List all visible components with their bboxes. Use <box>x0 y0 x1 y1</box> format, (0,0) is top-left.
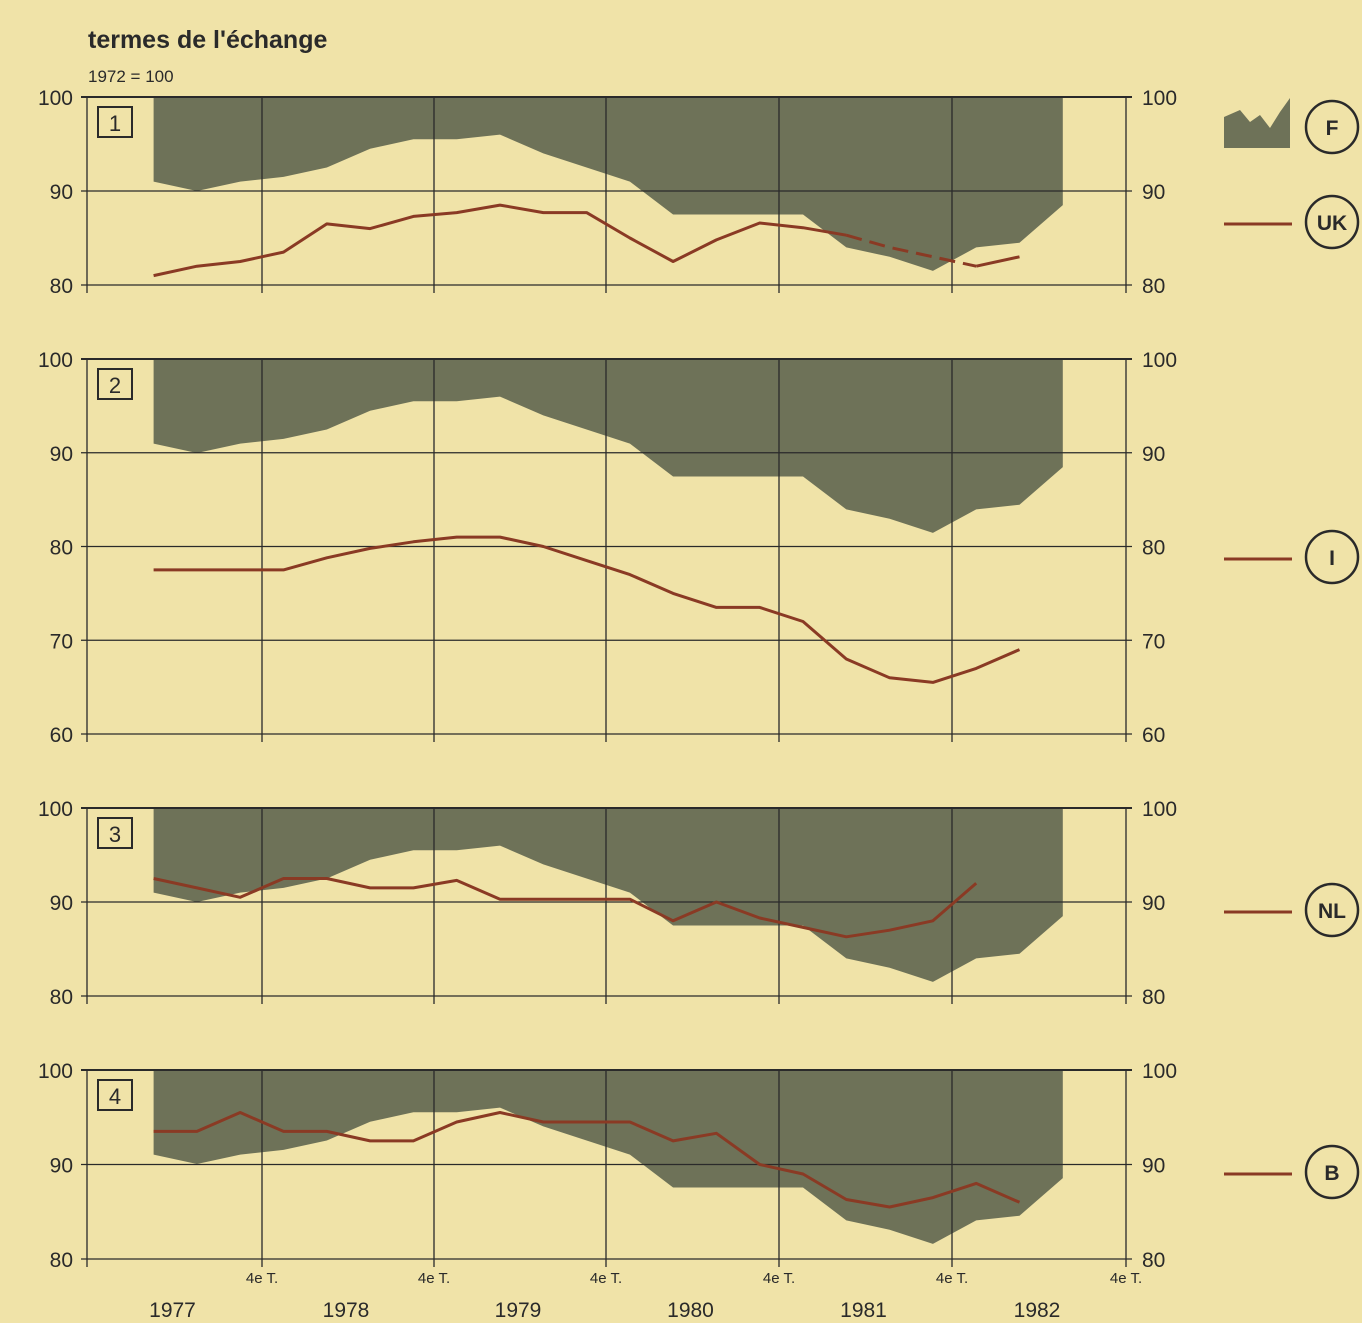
panel-number-box <box>97 106 133 138</box>
y-tick-left: 90 <box>50 892 73 915</box>
series-line-UK <box>975 255 1020 268</box>
y-tick-right: 100 <box>1142 87 1177 110</box>
legend-circle <box>1304 99 1360 155</box>
reference-area-F <box>153 97 1063 271</box>
chart-subtitle: 1972 = 100 <box>88 67 174 86</box>
y-tick-left: 70 <box>50 630 73 653</box>
panel-number: 1 <box>109 111 121 136</box>
y-tick-left: 80 <box>50 537 73 560</box>
panel-1: 100 100 90 90 80 80 1 <box>38 87 1177 298</box>
legend: F UK I NL B <box>1224 98 1360 1200</box>
legend-area-swatch <box>1224 98 1290 148</box>
x-axis: 4e T. 4e T. 4e T. 4e T. 4e T. 4e T. 1977 1978 19… <box>149 1270 1142 1322</box>
x-tick-label: 4e T. <box>418 1270 450 1287</box>
panel-2: 100 100 90 90 80 80 70 70 60 60 2 <box>38 349 1177 747</box>
series-line-NL <box>153 877 978 939</box>
y-tick-right: 60 <box>1142 724 1165 747</box>
legend-label: B <box>1324 1162 1339 1185</box>
y-tick-right: 100 <box>1142 1060 1177 1083</box>
series-line-UK <box>153 203 847 278</box>
legend-item-I: I <box>1224 529 1360 585</box>
year-label: 1978 <box>323 1299 370 1322</box>
panel-3: 100 100 90 90 80 80 3 <box>38 798 1177 1009</box>
y-tick-right: 80 <box>1142 537 1165 560</box>
y-tick-left: 60 <box>50 724 73 747</box>
y-tick-right: 80 <box>1142 1249 1165 1272</box>
legend-item-B: B <box>1224 1144 1360 1200</box>
legend-label: F <box>1326 117 1339 140</box>
year-label: 1982 <box>1014 1299 1061 1322</box>
reference-area-F <box>153 1070 1063 1244</box>
y-tick-right: 100 <box>1142 349 1177 372</box>
legend-circle <box>1304 529 1360 585</box>
x-tick-label: 4e T. <box>590 1270 622 1287</box>
y-tick-right: 90 <box>1142 443 1165 466</box>
y-tick-right: 90 <box>1142 1155 1165 1178</box>
y-tick-left: 80 <box>50 275 73 298</box>
y-tick-left: 100 <box>38 87 73 110</box>
legend-circle <box>1304 1144 1360 1200</box>
y-tick-right: 80 <box>1142 986 1165 1009</box>
y-tick-left: 80 <box>50 986 73 1009</box>
y-tick-left: 100 <box>38 798 73 821</box>
y-tick-left: 80 <box>50 1249 73 1272</box>
legend-item-F: F <box>1224 98 1360 155</box>
reference-area-F <box>153 359 1063 533</box>
legend-label: NL <box>1318 900 1346 923</box>
legend-circle <box>1304 882 1360 938</box>
panel-number: 4 <box>109 1084 121 1109</box>
legend-item-NL: NL <box>1224 882 1360 938</box>
y-tick-right: 90 <box>1142 892 1165 915</box>
x-tick-label: 4e T. <box>246 1270 278 1287</box>
y-tick-left: 90 <box>50 1155 73 1178</box>
panel-number-box <box>97 817 133 849</box>
year-label: 1979 <box>495 1299 542 1322</box>
y-tick-right: 100 <box>1142 798 1177 821</box>
panel-4: 100 100 90 90 80 80 4 <box>38 1060 1177 1272</box>
year-label: 1981 <box>840 1299 887 1322</box>
y-tick-left: 90 <box>50 443 73 466</box>
y-tick-left: 90 <box>50 181 73 204</box>
year-label: 1980 <box>667 1299 714 1322</box>
y-tick-right: 80 <box>1142 275 1165 298</box>
y-tick-right: 70 <box>1142 630 1165 653</box>
series-line-I <box>153 535 1021 684</box>
legend-item-UK: UK <box>1224 194 1360 250</box>
panel-number: 3 <box>109 822 121 847</box>
legend-label: I <box>1329 547 1335 570</box>
reference-area-F <box>153 808 1063 982</box>
panel-number-box <box>97 1079 133 1111</box>
series-line-B <box>153 1111 1021 1209</box>
year-label: 1977 <box>149 1299 196 1322</box>
legend-circle <box>1304 194 1360 250</box>
x-tick-label: 4e T. <box>763 1270 795 1287</box>
y-tick-right: 90 <box>1142 181 1165 204</box>
x-tick-label: 4e T. <box>936 1270 968 1287</box>
legend-label: UK <box>1317 212 1347 235</box>
y-tick-left: 100 <box>38 349 73 372</box>
series-line-UK-estimate <box>845 233 977 268</box>
panel-number-box <box>97 368 133 400</box>
y-tick-left: 100 <box>38 1060 73 1083</box>
chart-title: termes de l'échange <box>88 26 327 54</box>
x-tick-label: 4e T. <box>1110 1270 1142 1287</box>
panel-number: 2 <box>109 373 121 398</box>
